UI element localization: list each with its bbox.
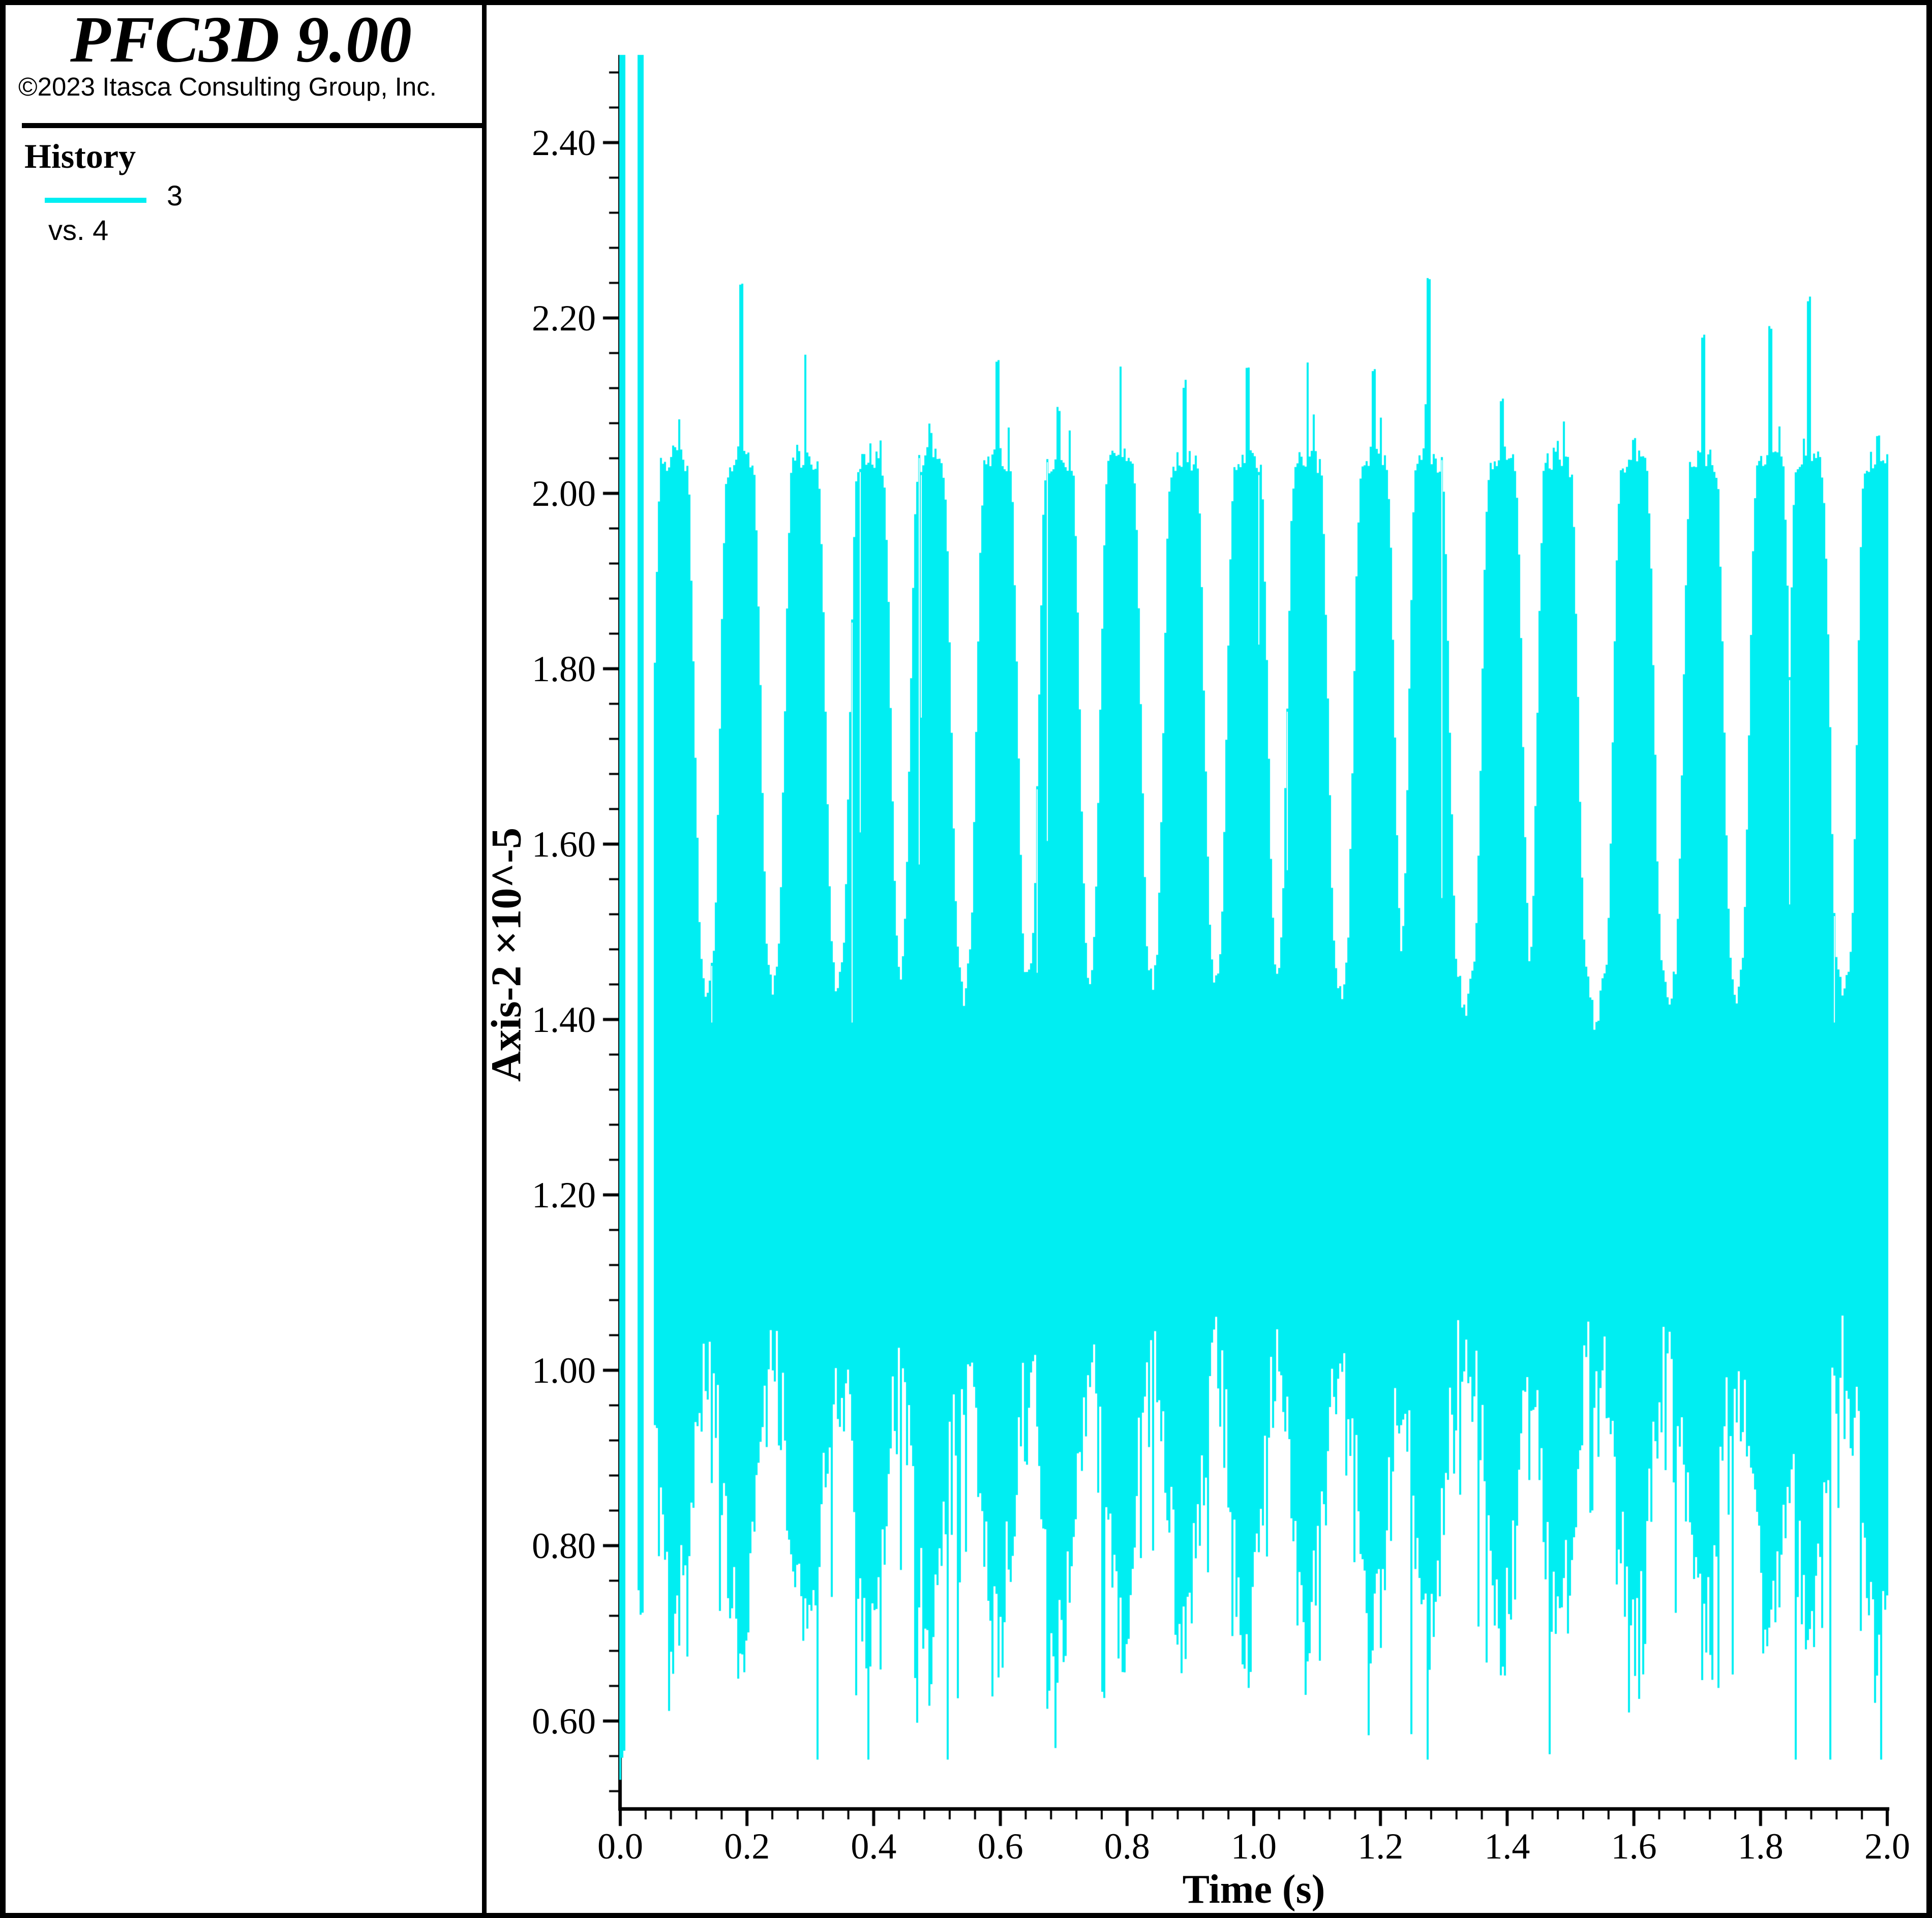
x-tick-label: 0.2 — [724, 1826, 770, 1867]
copyright-text: ©2023 Itasca Consulting Group, Inc. — [18, 72, 437, 101]
x-tick-label: 0.0 — [597, 1826, 643, 1867]
y-tick-label: 0.60 — [532, 1700, 596, 1742]
x-tick-label: 1.0 — [1231, 1826, 1277, 1867]
x-axis-title: Time (s) — [1182, 1867, 1325, 1912]
y-tick-label: 2.40 — [532, 122, 596, 163]
x-tick-label: 0.4 — [851, 1826, 897, 1867]
x-tick-label: 1.2 — [1357, 1826, 1404, 1867]
window-border-right — [1926, 0, 1932, 1918]
y-tick-label: 1.40 — [532, 999, 596, 1040]
legend-series-label: 3 — [167, 179, 183, 211]
y-tick-label: 1.60 — [532, 824, 596, 865]
sidebar-rule — [22, 123, 482, 128]
y-tick-label: 0.80 — [532, 1525, 596, 1566]
y-tick-label: 2.20 — [532, 297, 596, 339]
y-tick-label: 2.00 — [532, 473, 596, 514]
x-tick-label: 2.0 — [1864, 1826, 1910, 1867]
y-tick-label: 1.00 — [532, 1350, 596, 1391]
x-tick-label: 0.6 — [977, 1826, 1023, 1867]
y-tick-label: 1.80 — [532, 648, 596, 689]
app-title: PFC3D 9.00 — [70, 3, 412, 76]
window-border-left — [0, 0, 6, 1918]
x-tick-label: 1.4 — [1484, 1826, 1530, 1867]
x-tick-label: 0.8 — [1104, 1826, 1150, 1867]
legend-line-swatch — [45, 198, 146, 203]
y-tick-label: 1.20 — [532, 1174, 596, 1215]
history-heading: History — [24, 137, 136, 175]
legend-vs-label: vs. 4 — [48, 214, 109, 246]
panel-divider — [482, 0, 487, 1918]
x-tick-label: 1.6 — [1611, 1826, 1657, 1867]
window-border-bottom — [0, 1913, 1932, 1918]
x-tick-label: 1.8 — [1737, 1826, 1784, 1867]
window-border-top — [0, 0, 1932, 5]
sidebar: PFC3D 9.00 ©2023 Itasca Consulting Group… — [0, 0, 482, 1918]
